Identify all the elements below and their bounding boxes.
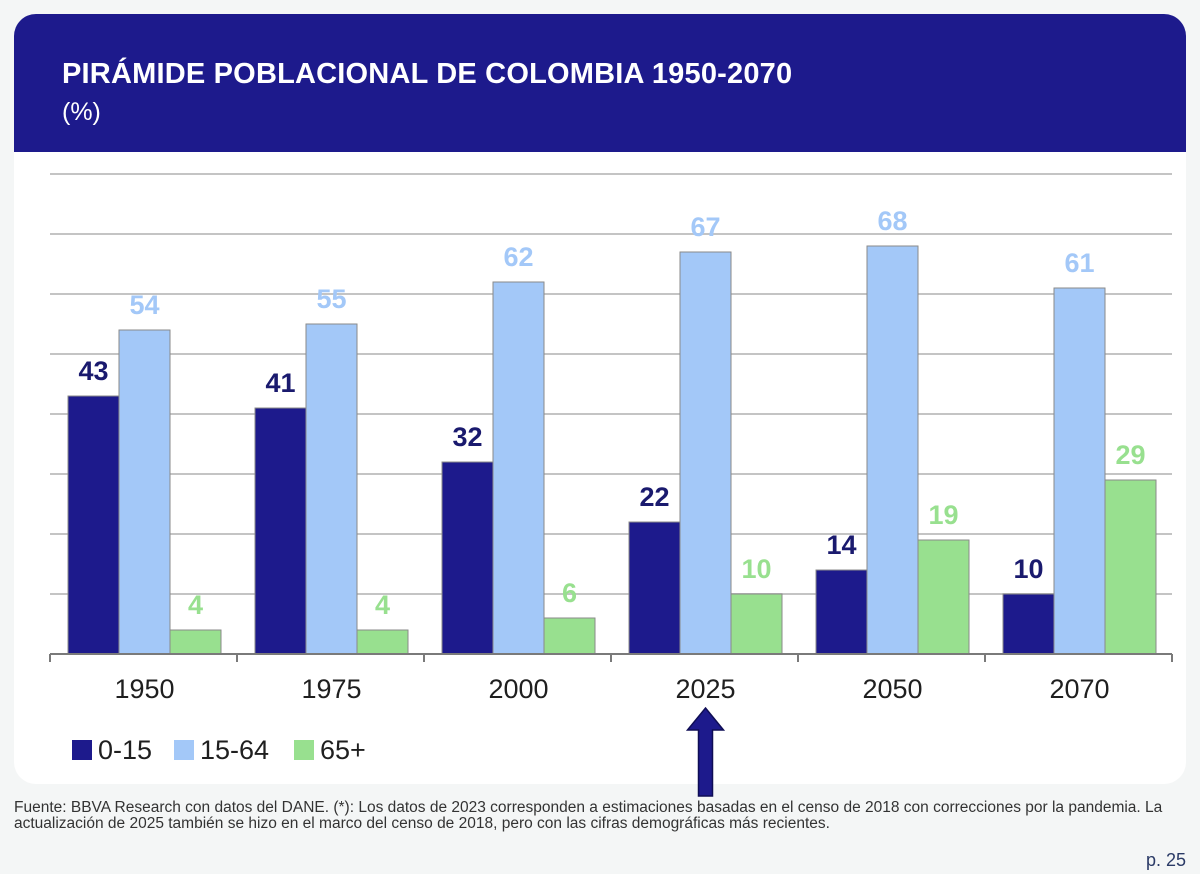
bar-15-64-1975 bbox=[305, 323, 358, 655]
highlight-arrow-icon bbox=[685, 706, 726, 797]
chart-card: PIRÁMIDE POBLACIONAL DE COLOMBIA 1950-20… bbox=[14, 14, 1186, 784]
chart-subtitle: (%) bbox=[62, 98, 101, 126]
bar-0-15-2000 bbox=[441, 461, 494, 655]
bar-0-15-2070 bbox=[1002, 593, 1055, 655]
x-tick-label-2025: 2025 bbox=[675, 674, 735, 704]
data-label-65plus-2050: 19 bbox=[928, 500, 958, 530]
bar-65plus-2050 bbox=[917, 539, 970, 655]
bar-15-64-1950 bbox=[118, 329, 171, 655]
data-label-65plus-2000: 6 bbox=[562, 578, 577, 608]
data-label-15-64-2025: 67 bbox=[690, 212, 720, 242]
data-label-15-64-1950: 54 bbox=[129, 290, 159, 320]
data-label-65plus-1975: 4 bbox=[375, 590, 390, 620]
data-label-15-64-2000: 62 bbox=[503, 242, 533, 272]
bar-0-15-2025 bbox=[628, 521, 681, 655]
source-note: Fuente: BBVA Research con datos del DANE… bbox=[14, 799, 1163, 832]
x-tick-label-2070: 2070 bbox=[1049, 674, 1109, 704]
data-label-65plus-1950: 4 bbox=[188, 590, 203, 620]
x-tick-label-1975: 1975 bbox=[301, 674, 361, 704]
legend-swatch-65plus bbox=[294, 740, 314, 760]
page-number: p. 25 bbox=[1145, 850, 1186, 870]
data-label-0-15-2050: 14 bbox=[826, 530, 856, 560]
data-label-15-64-2070: 61 bbox=[1064, 248, 1094, 278]
data-label-65plus-2070: 29 bbox=[1115, 440, 1145, 470]
legend-label-65plus: 65+ bbox=[320, 735, 366, 765]
legend-label-15-64: 15-64 bbox=[200, 735, 269, 765]
bar-15-64-2025 bbox=[679, 251, 732, 655]
bar-65plus-2000 bbox=[543, 617, 596, 655]
bar-0-15-2050 bbox=[815, 569, 868, 655]
x-tick-label-2000: 2000 bbox=[488, 674, 548, 704]
legend-swatch-0-15 bbox=[72, 740, 92, 760]
bar-0-15-1950 bbox=[67, 395, 120, 655]
data-label-0-15-1975: 41 bbox=[265, 368, 295, 398]
data-label-15-64-1975: 55 bbox=[316, 284, 346, 314]
bar-15-64-2050 bbox=[866, 245, 919, 655]
chart-title: PIRÁMIDE POBLACIONAL DE COLOMBIA 1950-20… bbox=[62, 58, 793, 90]
data-label-0-15-2070: 10 bbox=[1013, 554, 1043, 584]
data-label-65plus-2025: 10 bbox=[741, 554, 771, 584]
chart-header: PIRÁMIDE POBLACIONAL DE COLOMBIA 1950-20… bbox=[14, 14, 1186, 152]
data-label-15-64-2050: 68 bbox=[877, 206, 907, 236]
legend-label-0-15: 0-15 bbox=[98, 735, 152, 765]
data-label-0-15-1950: 43 bbox=[78, 356, 108, 386]
x-tick-label-1950: 1950 bbox=[114, 674, 174, 704]
legend-swatch-15-64 bbox=[174, 740, 194, 760]
bar-0-15-1975 bbox=[254, 407, 307, 655]
bar-65plus-2025 bbox=[730, 593, 783, 655]
bar-15-64-2070 bbox=[1053, 287, 1106, 655]
x-tick-label-2050: 2050 bbox=[862, 674, 922, 704]
bar-65plus-1975 bbox=[356, 629, 409, 655]
bar-65plus-1950 bbox=[169, 629, 222, 655]
data-label-0-15-2025: 22 bbox=[639, 482, 669, 512]
bar-65plus-2070 bbox=[1104, 479, 1157, 655]
bar-15-64-2000 bbox=[492, 281, 545, 655]
data-label-0-15-2000: 32 bbox=[452, 422, 482, 452]
bar-chart: 43 54 4 41 55 4 32 62 6 22 67 10 14 68 19 10 61 29 1950 197… bbox=[49, 173, 1173, 797]
